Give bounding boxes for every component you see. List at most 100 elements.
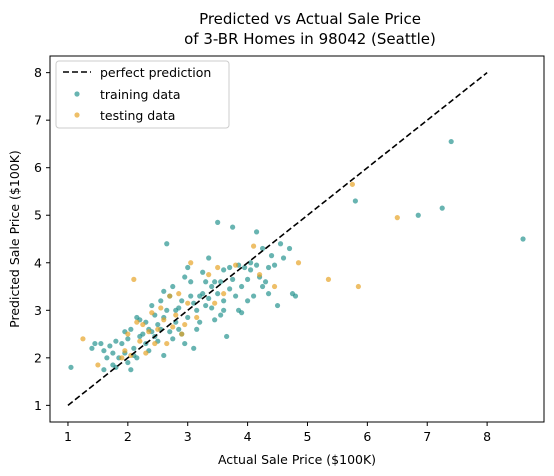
training-point bbox=[113, 338, 119, 344]
chart-title-line-1: Predicted vs Actual Sale Price bbox=[199, 10, 421, 28]
testing-point bbox=[149, 310, 155, 316]
y-tick-label: 6 bbox=[34, 160, 42, 175]
training-point bbox=[179, 298, 185, 304]
training-point bbox=[250, 293, 257, 299]
training-point bbox=[188, 279, 194, 285]
training-point bbox=[107, 343, 113, 349]
testing-point bbox=[167, 293, 173, 299]
testing-point bbox=[176, 291, 182, 297]
x-tick-label: 4 bbox=[244, 429, 252, 444]
training-point bbox=[224, 333, 230, 340]
testing-point bbox=[140, 321, 146, 328]
training-point bbox=[167, 329, 173, 335]
training-point bbox=[215, 219, 221, 225]
legend-box bbox=[55, 60, 230, 129]
training-point bbox=[230, 224, 236, 230]
testing-point bbox=[212, 300, 218, 306]
training-point bbox=[89, 345, 95, 351]
testing-point bbox=[206, 272, 212, 278]
x-tick-label: 6 bbox=[363, 429, 371, 444]
training-point bbox=[164, 307, 170, 313]
training-point bbox=[161, 352, 167, 359]
training-point bbox=[125, 359, 131, 366]
training-point bbox=[233, 293, 239, 299]
training-point bbox=[265, 291, 272, 297]
training-point bbox=[170, 336, 176, 342]
training-point bbox=[259, 245, 266, 252]
testing-point bbox=[143, 350, 149, 356]
y-tick-label: 5 bbox=[34, 208, 42, 223]
legend: perfect prediction training data testing… bbox=[55, 60, 230, 129]
testing-point bbox=[185, 300, 191, 306]
testing-point bbox=[355, 283, 361, 290]
training-point bbox=[253, 229, 260, 235]
training-point bbox=[185, 264, 191, 271]
testing-point bbox=[119, 355, 125, 361]
x-tick-label: 7 bbox=[423, 429, 431, 444]
training-point bbox=[176, 326, 182, 332]
y-tick-label: 4 bbox=[34, 255, 42, 270]
training-point bbox=[206, 295, 212, 302]
training-point bbox=[227, 264, 233, 271]
training-point bbox=[247, 260, 254, 266]
training-point bbox=[149, 302, 155, 309]
training-point bbox=[194, 307, 200, 313]
training-point bbox=[271, 262, 278, 268]
y-tick-label: 3 bbox=[34, 303, 42, 318]
training-point bbox=[221, 298, 227, 304]
testing-point bbox=[250, 243, 257, 249]
training-point bbox=[164, 241, 170, 247]
training-point bbox=[218, 279, 224, 285]
testing-point bbox=[164, 340, 170, 347]
reference-line-layer bbox=[67, 72, 488, 406]
plot-area-frame bbox=[49, 55, 545, 423]
training-point bbox=[520, 236, 526, 242]
testing-point bbox=[125, 331, 131, 337]
training-point bbox=[221, 267, 227, 273]
testing-point bbox=[271, 283, 278, 290]
testing-point bbox=[146, 329, 152, 335]
training-point bbox=[101, 367, 107, 373]
training-point bbox=[245, 298, 251, 304]
points-layer bbox=[68, 138, 526, 373]
training-point bbox=[448, 138, 454, 145]
training-point bbox=[259, 283, 266, 290]
training-point bbox=[182, 274, 188, 280]
training-point bbox=[197, 319, 203, 325]
training-point bbox=[212, 279, 218, 285]
training-point bbox=[68, 364, 74, 370]
training-point bbox=[161, 288, 167, 294]
legend-label-perfect-prediction: perfect prediction bbox=[100, 65, 211, 80]
training-point bbox=[230, 276, 236, 282]
training-point bbox=[253, 262, 260, 268]
training-point bbox=[182, 340, 188, 347]
training-point bbox=[104, 355, 110, 361]
testing-point bbox=[221, 291, 227, 297]
testing-point bbox=[158, 305, 164, 311]
y-tick-label: 7 bbox=[34, 113, 42, 128]
training-point bbox=[200, 269, 206, 275]
training-point bbox=[101, 348, 107, 354]
testing-point bbox=[349, 181, 355, 187]
training-point bbox=[439, 205, 445, 211]
training-point bbox=[352, 198, 358, 204]
training-point bbox=[242, 264, 248, 271]
training-point bbox=[98, 340, 104, 347]
x-tick-label: 8 bbox=[483, 429, 491, 444]
training-point bbox=[215, 291, 221, 297]
chart-title: Predicted vs Actual Sale Price of 3-BR H… bbox=[184, 10, 436, 48]
testing-point bbox=[325, 276, 332, 282]
testing-point bbox=[194, 314, 200, 321]
training-point bbox=[185, 314, 191, 321]
training-point bbox=[191, 345, 197, 351]
testing-point bbox=[394, 215, 400, 221]
x-tick-label: 3 bbox=[184, 429, 192, 444]
training-point bbox=[292, 293, 299, 299]
training-point bbox=[203, 279, 209, 285]
training-point bbox=[200, 291, 206, 297]
y-axis-label: Predicted Sale Price ($100K) bbox=[7, 150, 22, 328]
training-point bbox=[128, 367, 134, 373]
training-point bbox=[155, 321, 161, 328]
testing-point bbox=[215, 264, 221, 271]
